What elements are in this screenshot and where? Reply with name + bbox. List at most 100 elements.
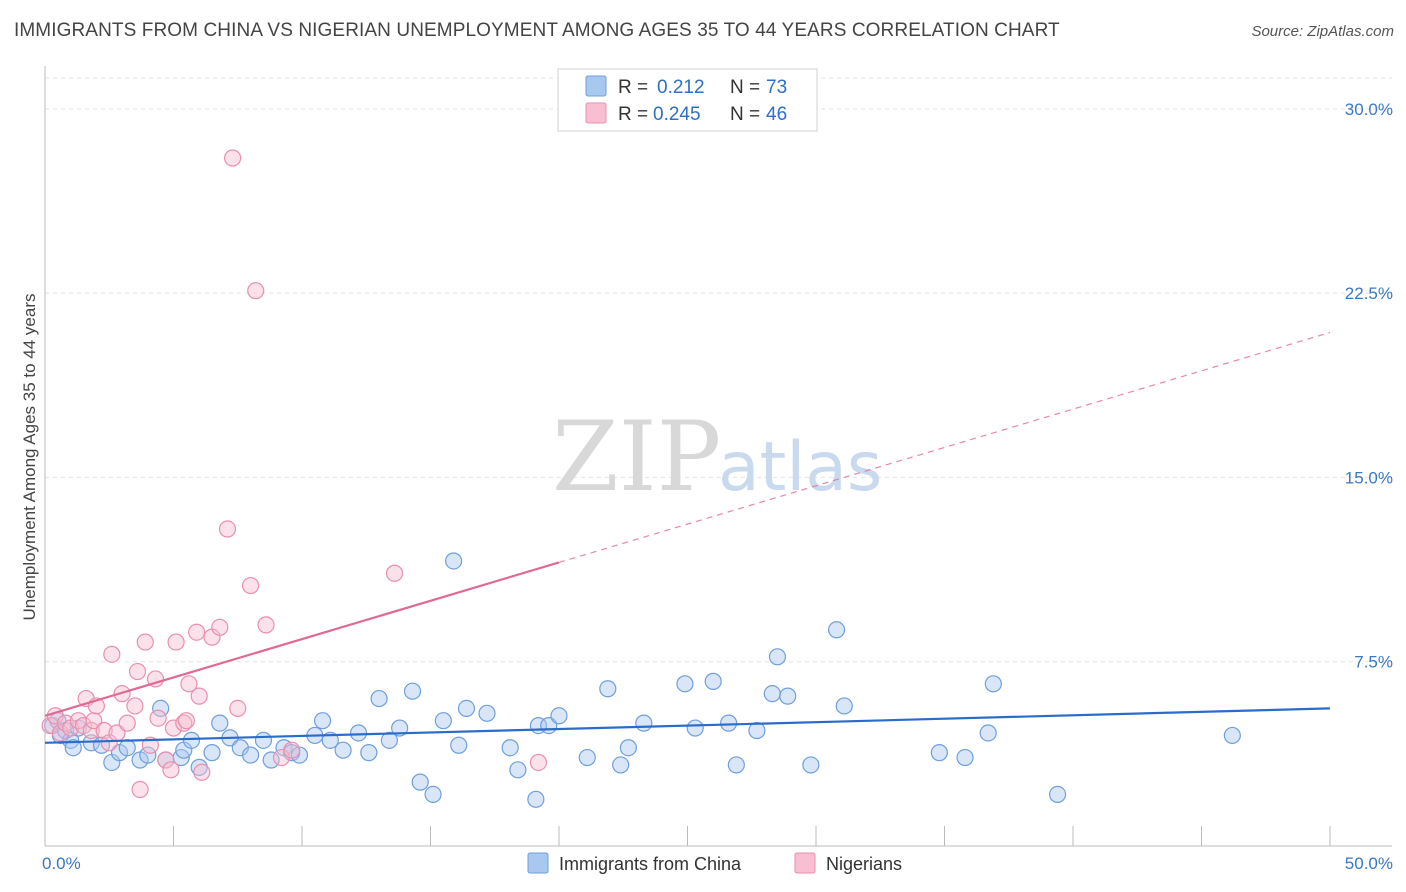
china-point — [827, 621, 846, 639]
china-point — [370, 689, 388, 708]
china-point — [619, 739, 637, 757]
china-point — [1223, 726, 1241, 745]
nigeria-point — [190, 687, 208, 705]
china-point — [203, 744, 221, 762]
china-point — [527, 790, 545, 808]
china-point — [612, 756, 630, 774]
china-point — [599, 680, 617, 698]
nigeria-point — [180, 675, 198, 693]
nigeria-point — [149, 709, 167, 727]
china-point — [254, 731, 273, 749]
source-credit: Source: ZipAtlas.com — [1251, 23, 1394, 40]
nigeria-point — [126, 697, 144, 715]
bottom-legend-china-label: Immigrants from China — [559, 854, 742, 874]
nigeria-point — [283, 741, 301, 759]
legend-nigeria-n-label: N = — [730, 104, 760, 125]
nigeria-point — [193, 763, 211, 781]
china-point — [550, 707, 568, 725]
trend-lines — [44, 331, 1331, 744]
china-point — [334, 741, 352, 759]
china-point — [704, 672, 722, 690]
nigeria-point — [141, 736, 159, 754]
china-point — [676, 675, 694, 693]
legend-china-n-label: N = — [730, 77, 760, 98]
nigeria-point — [218, 520, 237, 538]
nigeria-point — [56, 714, 75, 732]
nigeria-point — [118, 714, 136, 732]
nigeria-trend-line — [44, 561, 560, 717]
china-point — [984, 675, 1002, 693]
china-point — [748, 721, 766, 740]
legend-china-r-label: R = — [618, 77, 648, 98]
nigeria-point — [103, 645, 121, 663]
x-tick-label: 50.0% — [1345, 854, 1393, 873]
y-tick-label: 30.0% — [1345, 100, 1393, 119]
china-point — [411, 773, 429, 791]
china-point — [763, 685, 781, 703]
legend-nigeria-n-value: 46 — [766, 104, 787, 125]
nigeria-point — [242, 576, 260, 595]
grid-lines — [45, 77, 1392, 663]
bottom-legend-nigeria-label: Nigerians — [826, 854, 902, 874]
china-point — [182, 731, 201, 749]
bottom-legend-swatch-china — [527, 852, 549, 874]
tick-labels: 7.5% 15.0% 22.5% 30.0% 0.0% 50.0% — [42, 100, 1393, 873]
series-legend: Immigrants from China Nigerians — [527, 852, 902, 874]
nigeria-point — [157, 751, 175, 769]
y-axis-title: Unemployment Among Ages 35 to 44 years — [20, 294, 39, 621]
china-point — [956, 748, 974, 767]
nigeria-point — [51, 724, 70, 742]
china-point — [727, 756, 745, 774]
china-point — [64, 739, 82, 757]
nigeria-point — [188, 623, 206, 641]
nigeria-point — [211, 618, 229, 636]
china-point — [360, 744, 378, 762]
china-point — [424, 785, 442, 804]
china-point — [380, 731, 398, 749]
china-point — [391, 719, 409, 737]
watermark-zip: ZIP — [552, 401, 721, 513]
china-point — [445, 552, 463, 570]
china-point — [403, 682, 422, 700]
china-point — [930, 744, 948, 762]
china-point — [635, 714, 653, 732]
nigeria-point — [131, 780, 149, 799]
china-point — [478, 704, 496, 722]
stats-legend: R = 0.212 N = 73 R = 0.245 N = 46 — [557, 68, 818, 132]
nigeria-point — [529, 753, 548, 772]
watermark-atlas: atlas — [718, 428, 882, 507]
y-tick-label: 15.0% — [1345, 468, 1393, 487]
nigeria-point — [82, 721, 100, 740]
china-point — [313, 712, 332, 730]
china-point — [979, 724, 997, 742]
nigeria-trend-extension — [558, 331, 1331, 564]
bottom-legend-swatch-nigeria — [794, 852, 816, 874]
legend-nigeria-r-label: R = — [618, 104, 648, 125]
nigeria-point — [247, 282, 265, 300]
china-point — [457, 699, 476, 718]
axes — [44, 66, 1392, 847]
china-trend-line — [44, 707, 1331, 744]
china-point — [509, 761, 527, 779]
nigeria-point — [164, 719, 183, 737]
legend-nigeria-r-value: 0.245 — [653, 104, 701, 125]
legend-swatch-nigeria — [585, 102, 607, 124]
china-point — [434, 712, 452, 730]
china-point — [211, 714, 229, 732]
nigeria-point — [162, 761, 180, 779]
china-point — [501, 739, 519, 757]
china-point — [686, 719, 704, 737]
china-point — [190, 758, 208, 776]
nigeria-point — [229, 699, 247, 718]
china-point — [720, 714, 738, 732]
nigeria-point — [128, 662, 147, 681]
china-point — [779, 687, 797, 705]
legend-swatch-china — [585, 75, 607, 97]
china-point — [118, 739, 136, 757]
china-point — [349, 724, 368, 742]
x-tick-label: 0.0% — [42, 854, 81, 873]
china-point — [450, 736, 468, 754]
y-tick-label: 22.5% — [1345, 284, 1393, 303]
nigeria-point — [175, 714, 193, 732]
